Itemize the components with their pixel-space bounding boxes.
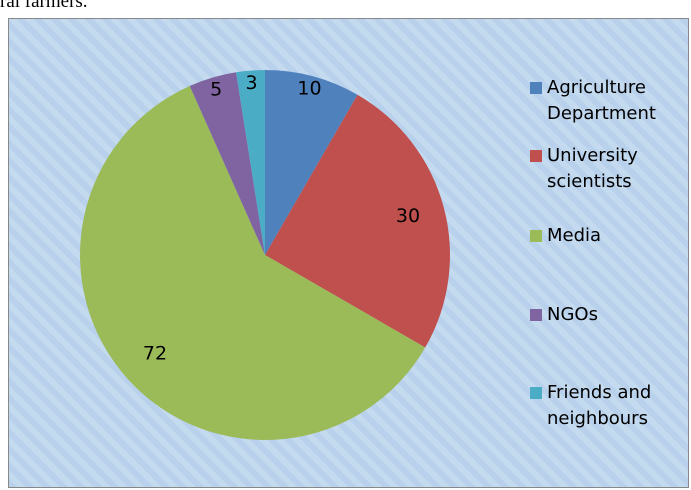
legend-label: Friends and neighbours [547, 382, 652, 429]
data-label: 72 [143, 343, 167, 365]
data-label: 30 [396, 205, 420, 227]
legend-swatch [530, 387, 542, 399]
data-label: 10 [297, 77, 321, 99]
legend-label: NGOs [547, 304, 598, 325]
pie-slice [79, 85, 426, 441]
pie-slice [236, 70, 265, 255]
pie-slice [265, 70, 358, 255]
legend-label: University scientists [547, 145, 638, 192]
legend-swatch [530, 150, 542, 162]
pie-slice [265, 94, 450, 348]
caption: ral farmers. [0, 0, 88, 12]
legend-label: Agriculture Department [547, 77, 656, 124]
legend-swatch [530, 309, 542, 321]
legend-label: Media [547, 225, 602, 246]
legend-swatch [530, 230, 542, 242]
pie-slice [189, 72, 265, 256]
data-label: 5 [210, 79, 222, 101]
data-label: 3 [245, 72, 257, 94]
legend-swatch [530, 82, 542, 94]
